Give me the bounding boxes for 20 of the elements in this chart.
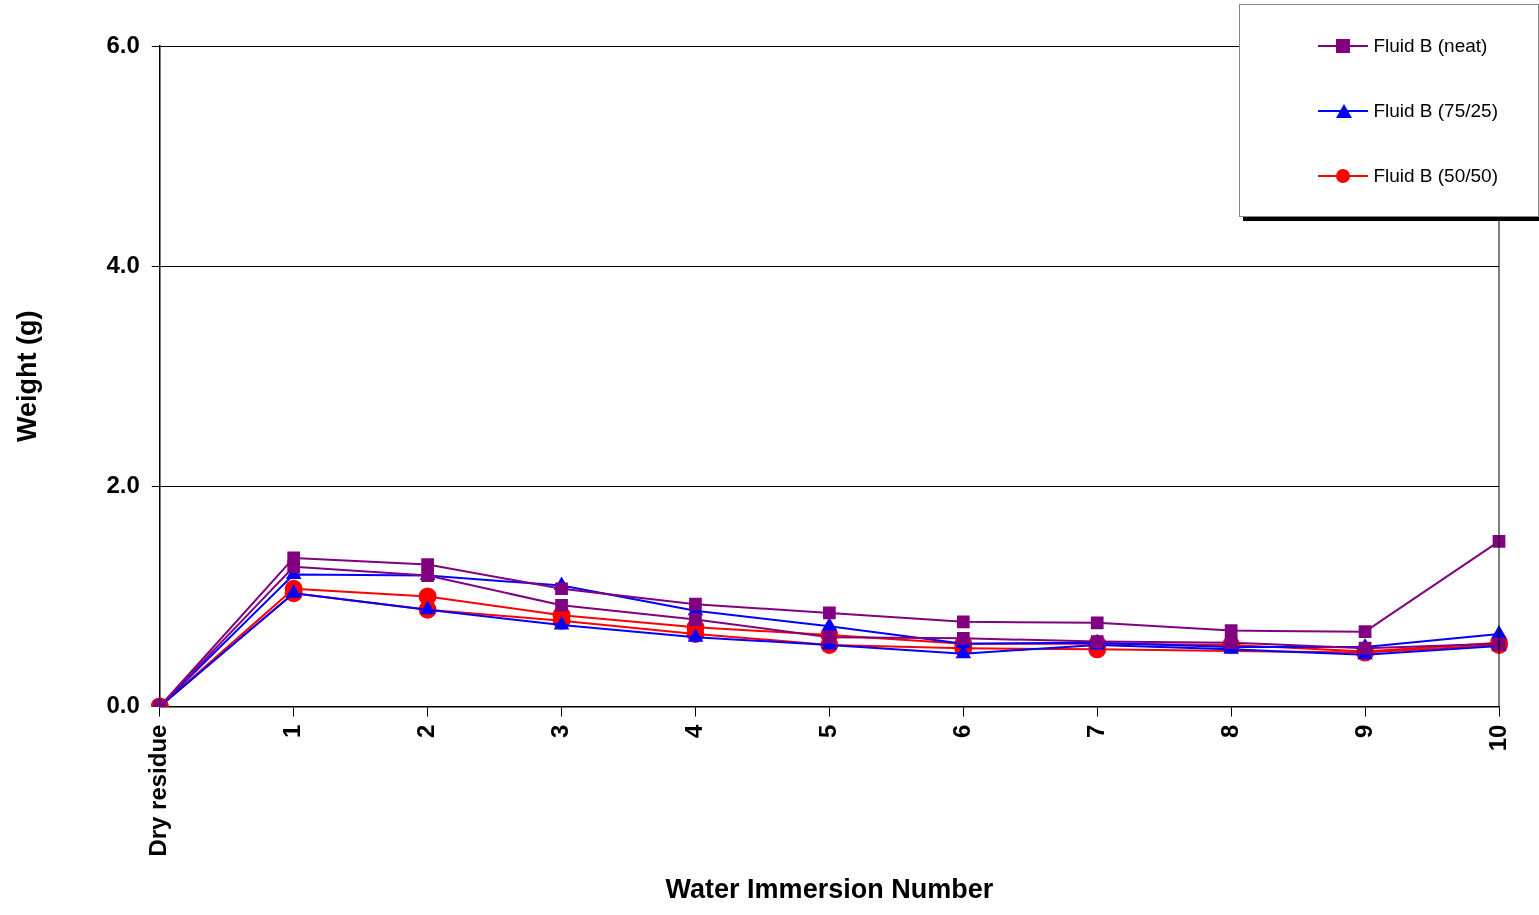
x-tick-label: 5	[814, 724, 842, 738]
x-tick-label: 4	[680, 723, 708, 738]
y-tick-label: 4.0	[106, 250, 140, 278]
legend-label: Fluid B (50/50)	[1373, 164, 1498, 187]
y-tick-label: 6.0	[106, 30, 140, 58]
y-axis-title: Weight (g)	[11, 310, 42, 443]
legend-label: Fluid B (neat)	[1373, 34, 1488, 57]
x-tick-label: 7	[1081, 724, 1109, 738]
y-tick-label: 0.0	[106, 691, 140, 719]
legend-label: Fluid B (75/25)	[1373, 99, 1498, 122]
x-tick-label: 1	[278, 724, 306, 738]
x-tick-label: 6	[947, 724, 975, 738]
x-axis-title: Water Immersion Number	[665, 874, 994, 905]
x-tick-label: 8	[1215, 724, 1243, 738]
x-tick-label: 10	[1483, 724, 1511, 752]
x-tick-label: Dry residue	[144, 724, 172, 857]
x-tick-label: 9	[1349, 724, 1377, 738]
x-tick-label: 2	[412, 724, 440, 738]
x-tick-label: 3	[546, 724, 574, 738]
y-tick-label: 2.0	[106, 470, 140, 498]
